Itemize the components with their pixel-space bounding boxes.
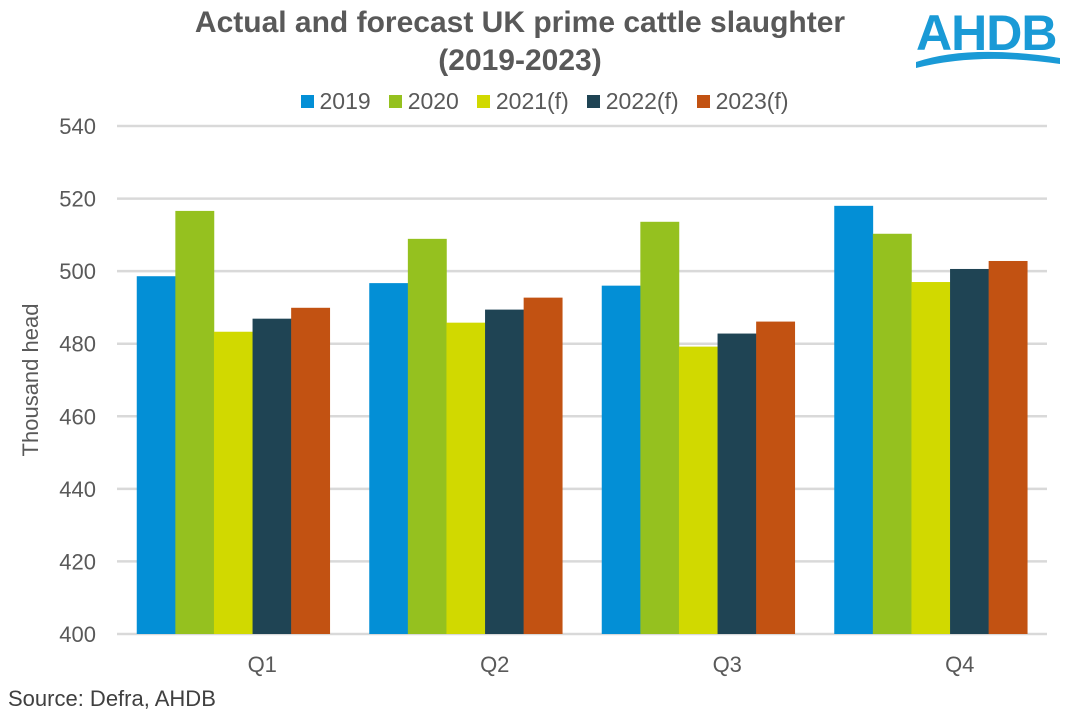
bar-2019-Q2 xyxy=(369,283,409,634)
bar-2019-Q4 xyxy=(834,205,874,635)
legend-item: 2022(f) xyxy=(586,88,679,115)
bar-2019-Q3 xyxy=(601,285,641,634)
bar-2021f-Q2 xyxy=(446,322,486,634)
bar-2022f-Q2 xyxy=(485,309,524,634)
bar-2022f-Q3 xyxy=(717,333,757,634)
svg-text:AHDB: AHDB xyxy=(916,5,1056,61)
source-note: Source: Defra, AHDB xyxy=(8,686,216,711)
bar-2023f-Q2 xyxy=(523,297,563,634)
y-axis-label: Thousand head xyxy=(18,304,43,457)
legend-label: 2019 xyxy=(319,88,371,114)
bar-2022f-Q4 xyxy=(950,268,989,634)
bar-2023f-Q3 xyxy=(756,321,796,634)
legend-swatch xyxy=(388,95,402,108)
x-tick-label: Q3 xyxy=(713,652,742,677)
legend-label: 2022(f) xyxy=(605,88,679,114)
y-tick-label: 440 xyxy=(59,477,96,502)
legend-swatch xyxy=(586,95,600,108)
bar-2020-Q4 xyxy=(872,233,912,635)
y-tick-label: 400 xyxy=(59,622,96,647)
legend-item: 2021(f) xyxy=(476,88,569,115)
y-tick-label: 460 xyxy=(59,404,96,429)
legend: 2019 2020 2021(f) 2022(f) 2023(f) xyxy=(0,88,1069,115)
y-tick-label: 540 xyxy=(59,114,96,139)
bar-2020-Q3 xyxy=(640,221,680,634)
y-tick-label: 480 xyxy=(59,332,96,357)
legend-item: 2020 xyxy=(388,88,459,115)
bar-2019-Q1 xyxy=(136,276,176,634)
bar-2021f-Q1 xyxy=(213,331,253,634)
legend-label: 2023(f) xyxy=(715,88,789,114)
bar-2020-Q1 xyxy=(175,210,215,634)
title-line: Actual and forecast UK prime cattle slau… xyxy=(194,6,846,39)
subtitle-line: (2019-2023) xyxy=(438,44,602,77)
bar-2022f-Q1 xyxy=(252,318,292,634)
legend-swatch xyxy=(476,95,490,108)
legend-item: 2019 xyxy=(300,88,371,115)
bar-2020-Q2 xyxy=(407,238,447,634)
x-tick-label: Q4 xyxy=(945,652,974,677)
y-tick-label: 500 xyxy=(59,259,96,284)
y-tick-label: 420 xyxy=(59,549,96,574)
ahdb-logo: AHDB xyxy=(910,0,1069,80)
chart-title: Actual and forecast UK prime cattle slau… xyxy=(120,4,920,80)
legend-label: 2020 xyxy=(407,88,459,114)
legend-item: 2023(f) xyxy=(696,88,789,115)
bar-2021f-Q4 xyxy=(911,282,951,634)
x-tick-label: Q2 xyxy=(480,652,509,677)
legend-swatch xyxy=(696,95,710,108)
bar-2023f-Q4 xyxy=(988,260,1028,634)
x-tick-label: Q1 xyxy=(248,652,277,677)
y-tick-label: 520 xyxy=(59,187,96,212)
legend-label: 2021(f) xyxy=(495,88,569,114)
bar-2021f-Q3 xyxy=(678,346,718,634)
legend-swatch xyxy=(300,95,314,108)
bar-2023f-Q1 xyxy=(291,307,331,634)
